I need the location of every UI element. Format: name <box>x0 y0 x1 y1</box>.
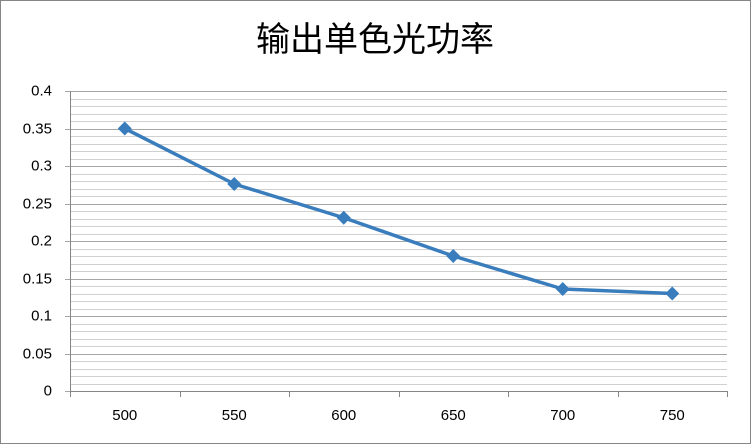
series-line <box>123 126 673 296</box>
chart-title: 输出单色光功率 <box>256 21 494 59</box>
y-tick-label: 0 <box>44 382 52 399</box>
x-tick-label: 650 <box>441 407 466 424</box>
x-tick-label: 550 <box>222 407 247 424</box>
x-tick-label: 750 <box>660 407 685 424</box>
x-tick-label: 500 <box>112 407 137 424</box>
y-tick-label: 0.05 <box>23 345 52 362</box>
data-point <box>336 210 351 225</box>
y-tick-label: 0.2 <box>31 232 52 249</box>
x-tick-label: 700 <box>550 407 575 424</box>
y-tick-label: 0.1 <box>31 307 52 324</box>
y-tick-label: 0.15 <box>23 270 52 287</box>
data-point <box>555 282 570 296</box>
y-tick-label: 0.3 <box>31 157 52 174</box>
y-tick-label: 0.4 <box>31 82 52 99</box>
y-tick-label: 0.35 <box>23 120 52 137</box>
y-tick-label: 0.25 <box>23 195 52 212</box>
x-tick-label: 600 <box>331 407 356 424</box>
data-point <box>665 286 680 301</box>
data-point <box>227 177 242 191</box>
data-point <box>117 121 132 136</box>
data-point <box>446 249 461 263</box>
